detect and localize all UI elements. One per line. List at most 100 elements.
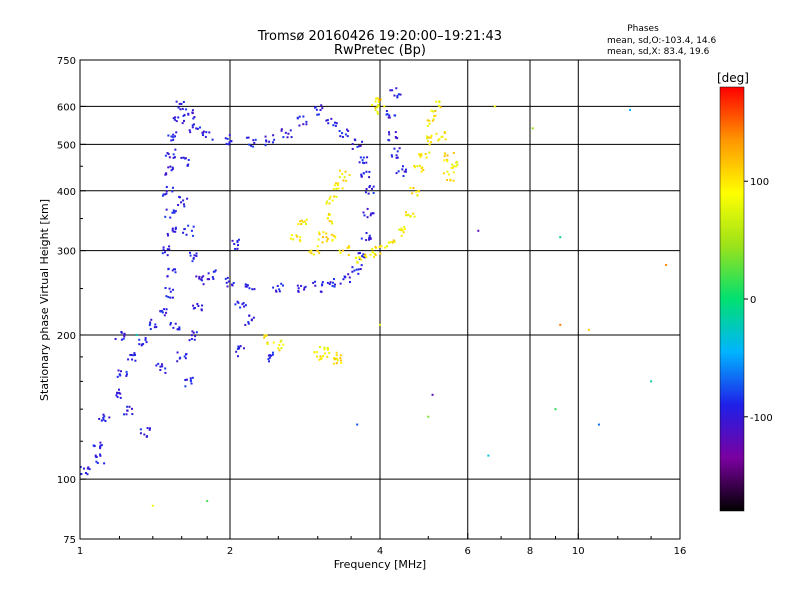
data-point (250, 318, 253, 321)
data-point (322, 231, 325, 234)
data-point (191, 376, 194, 379)
data-point (426, 137, 429, 140)
data-point (141, 343, 144, 346)
data-point (103, 462, 106, 465)
data-point (358, 252, 361, 255)
data-point (452, 171, 455, 174)
data-point (191, 124, 194, 127)
data-point (187, 112, 190, 115)
data-point (120, 338, 123, 341)
data-point (273, 138, 276, 141)
data-point (237, 301, 240, 304)
data-point (195, 275, 198, 278)
data-point (189, 251, 192, 254)
data-point (177, 204, 180, 207)
data-point (376, 106, 379, 109)
data-point (123, 413, 126, 416)
data-point (351, 270, 354, 273)
data-point (176, 351, 179, 354)
data-point (385, 245, 388, 248)
data-point (362, 211, 365, 214)
data-point (174, 148, 177, 151)
data-point (400, 229, 403, 232)
data-point (226, 276, 229, 279)
data-point (361, 255, 364, 258)
data-point (276, 284, 279, 287)
data-point (404, 170, 407, 173)
data-point (165, 295, 168, 298)
data-point (319, 290, 322, 293)
data-point (164, 215, 167, 218)
data-point (360, 258, 363, 261)
data-point (347, 129, 350, 132)
data-point (433, 115, 436, 118)
data-point (368, 184, 371, 187)
data-point (171, 211, 174, 214)
data-point (161, 311, 164, 314)
data-point (310, 249, 313, 252)
data-point (169, 165, 172, 168)
data-point (205, 131, 208, 134)
data-point (364, 253, 367, 256)
data-point (178, 326, 181, 329)
data-point (323, 346, 326, 349)
data-point (335, 362, 338, 365)
data-point (114, 337, 117, 340)
data-point (305, 120, 308, 123)
data-point (290, 234, 293, 237)
data-point (388, 114, 391, 117)
data-point (333, 195, 336, 198)
data-point (163, 251, 166, 254)
data-point (477, 229, 480, 232)
data-point (313, 351, 316, 354)
data-point (355, 268, 358, 271)
data-point (298, 124, 301, 127)
data-point (399, 93, 402, 96)
data-point (344, 170, 347, 173)
data-point (362, 255, 365, 258)
data-point (325, 240, 328, 243)
data-point (377, 99, 380, 102)
data-point (246, 284, 249, 287)
data-point (233, 242, 236, 245)
data-point (190, 334, 193, 337)
data-point (343, 176, 346, 179)
data-point (373, 255, 376, 258)
data-point (146, 435, 149, 438)
data-point (302, 123, 305, 126)
data-point (119, 396, 122, 399)
data-point (347, 245, 350, 248)
data-point (368, 170, 371, 173)
data-point (195, 127, 198, 130)
data-point (173, 156, 176, 159)
data-point (193, 307, 196, 310)
data-point (297, 287, 300, 290)
data-point (297, 223, 300, 226)
data-point (149, 321, 152, 324)
data-point (173, 118, 176, 121)
data-point (166, 232, 169, 235)
data-point (365, 188, 368, 191)
data-point (247, 322, 250, 325)
data-point (443, 159, 446, 162)
data-point (358, 257, 361, 260)
data-point (182, 203, 185, 206)
stats-x-line: mean, sd,X: 83.4, 19.6 (607, 47, 710, 57)
data-point (193, 254, 196, 257)
data-point (213, 270, 216, 273)
data-point (443, 131, 446, 134)
data-point (102, 413, 105, 416)
data-point (264, 144, 267, 147)
data-point (238, 347, 241, 350)
data-point (287, 132, 290, 135)
data-point (277, 347, 280, 350)
data-point (191, 126, 194, 129)
data-point (395, 172, 398, 175)
data-point (245, 136, 248, 139)
colorbar-tick-label: 0 (750, 295, 756, 306)
data-point (437, 104, 440, 107)
data-point (174, 230, 177, 233)
data-point (359, 144, 362, 147)
data-point (354, 139, 357, 142)
